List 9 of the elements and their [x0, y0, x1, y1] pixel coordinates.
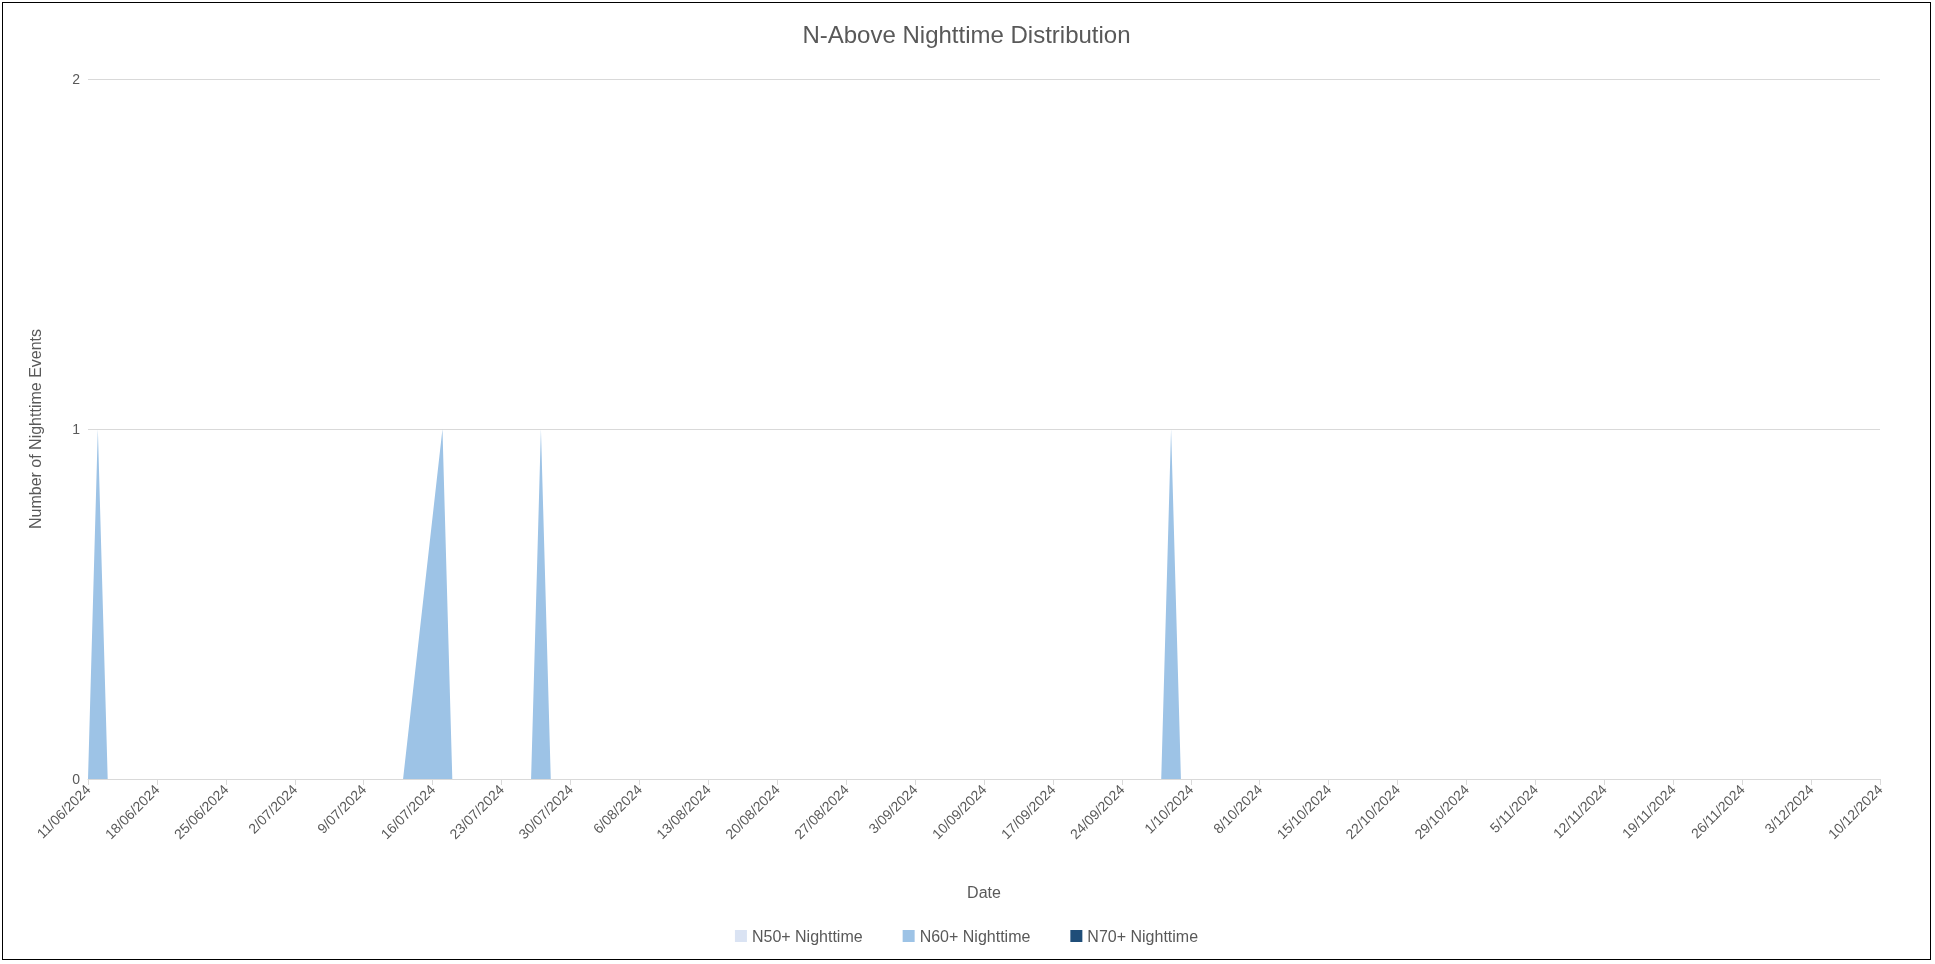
y-tick-label: 0 [72, 771, 81, 787]
chart-title: N-Above Nighttime Distribution [802, 20, 1131, 48]
legend-label: N60+ Nighttime [919, 927, 1031, 945]
y-tick-label: 2 [72, 71, 81, 87]
y-axis-title: Number of Nighttime Events [26, 328, 44, 530]
legend-label: N50+ Nighttime [751, 927, 863, 945]
legend-label: N70+ Nighttime [1087, 927, 1199, 945]
y-tick-label: 1 [72, 421, 81, 437]
x-axis-title: Date [967, 883, 1001, 901]
